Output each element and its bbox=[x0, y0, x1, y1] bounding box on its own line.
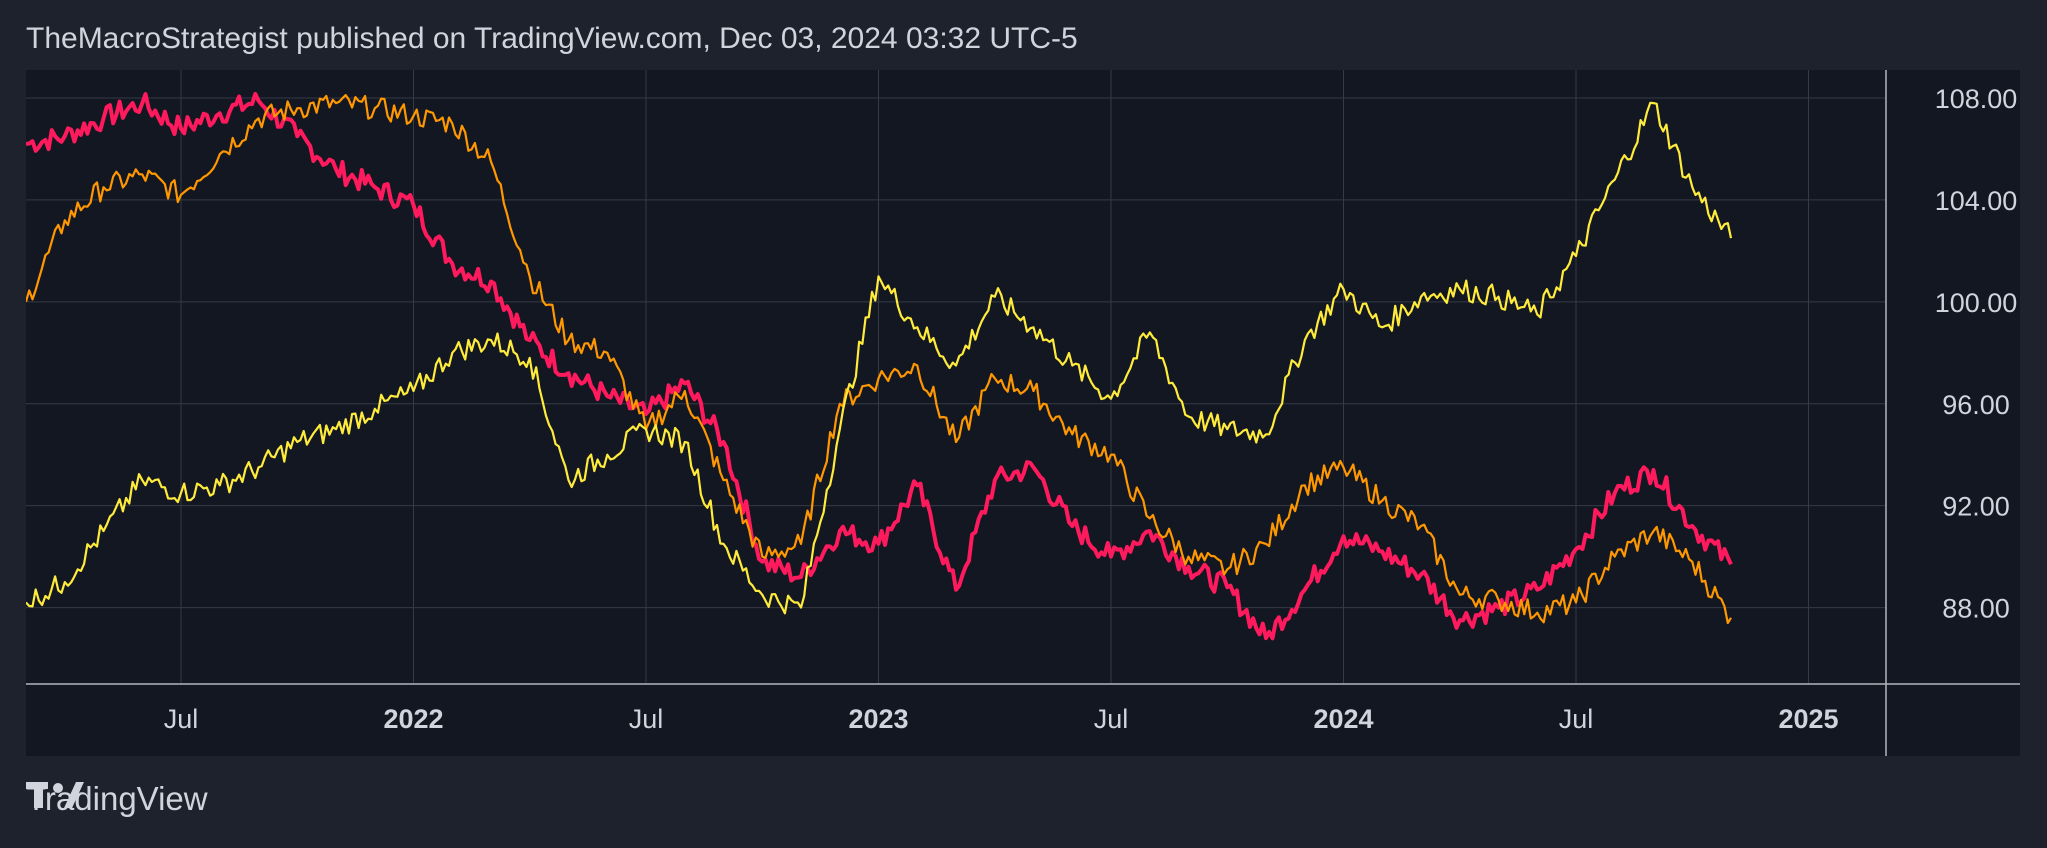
y-tick-label: 88.00 bbox=[1942, 594, 2010, 624]
series-line-1 bbox=[26, 91, 1733, 641]
chart-panel[interactable]: 108.00 104.00 100.00 96.00 92.00 88.00 Jul 2022… bbox=[26, 70, 2020, 756]
x-tick-label: Jul bbox=[1094, 704, 1129, 734]
x-tick-label: 2025 bbox=[1778, 704, 1838, 734]
y-tick-label: 100.00 bbox=[1935, 288, 2018, 318]
series-line-2 bbox=[26, 94, 1732, 625]
x-tick-label: 2022 bbox=[383, 704, 443, 734]
y-tick-label: 104.00 bbox=[1935, 186, 2018, 216]
y-tick-label: 92.00 bbox=[1942, 492, 2010, 522]
x-tick-label: Jul bbox=[629, 704, 664, 734]
x-tick-label: 2024 bbox=[1313, 704, 1373, 734]
publisher-caption: TheMacroStrategist published on TradingV… bbox=[26, 22, 1078, 55]
series-line-3 bbox=[26, 101, 1733, 615]
line-chart[interactable]: 108.00 104.00 100.00 96.00 92.00 88.00 Jul 2022… bbox=[26, 70, 2020, 756]
y-tick-label: 108.00 bbox=[1935, 84, 2018, 114]
tradingview-logo-icon[interactable] bbox=[26, 780, 104, 810]
x-tick-label: Jul bbox=[164, 704, 199, 734]
x-tick-label: Jul bbox=[1559, 704, 1594, 734]
x-tick-label: 2023 bbox=[848, 704, 908, 734]
footer: TradingView bbox=[26, 780, 208, 818]
y-tick-label: 96.00 bbox=[1942, 390, 2010, 420]
